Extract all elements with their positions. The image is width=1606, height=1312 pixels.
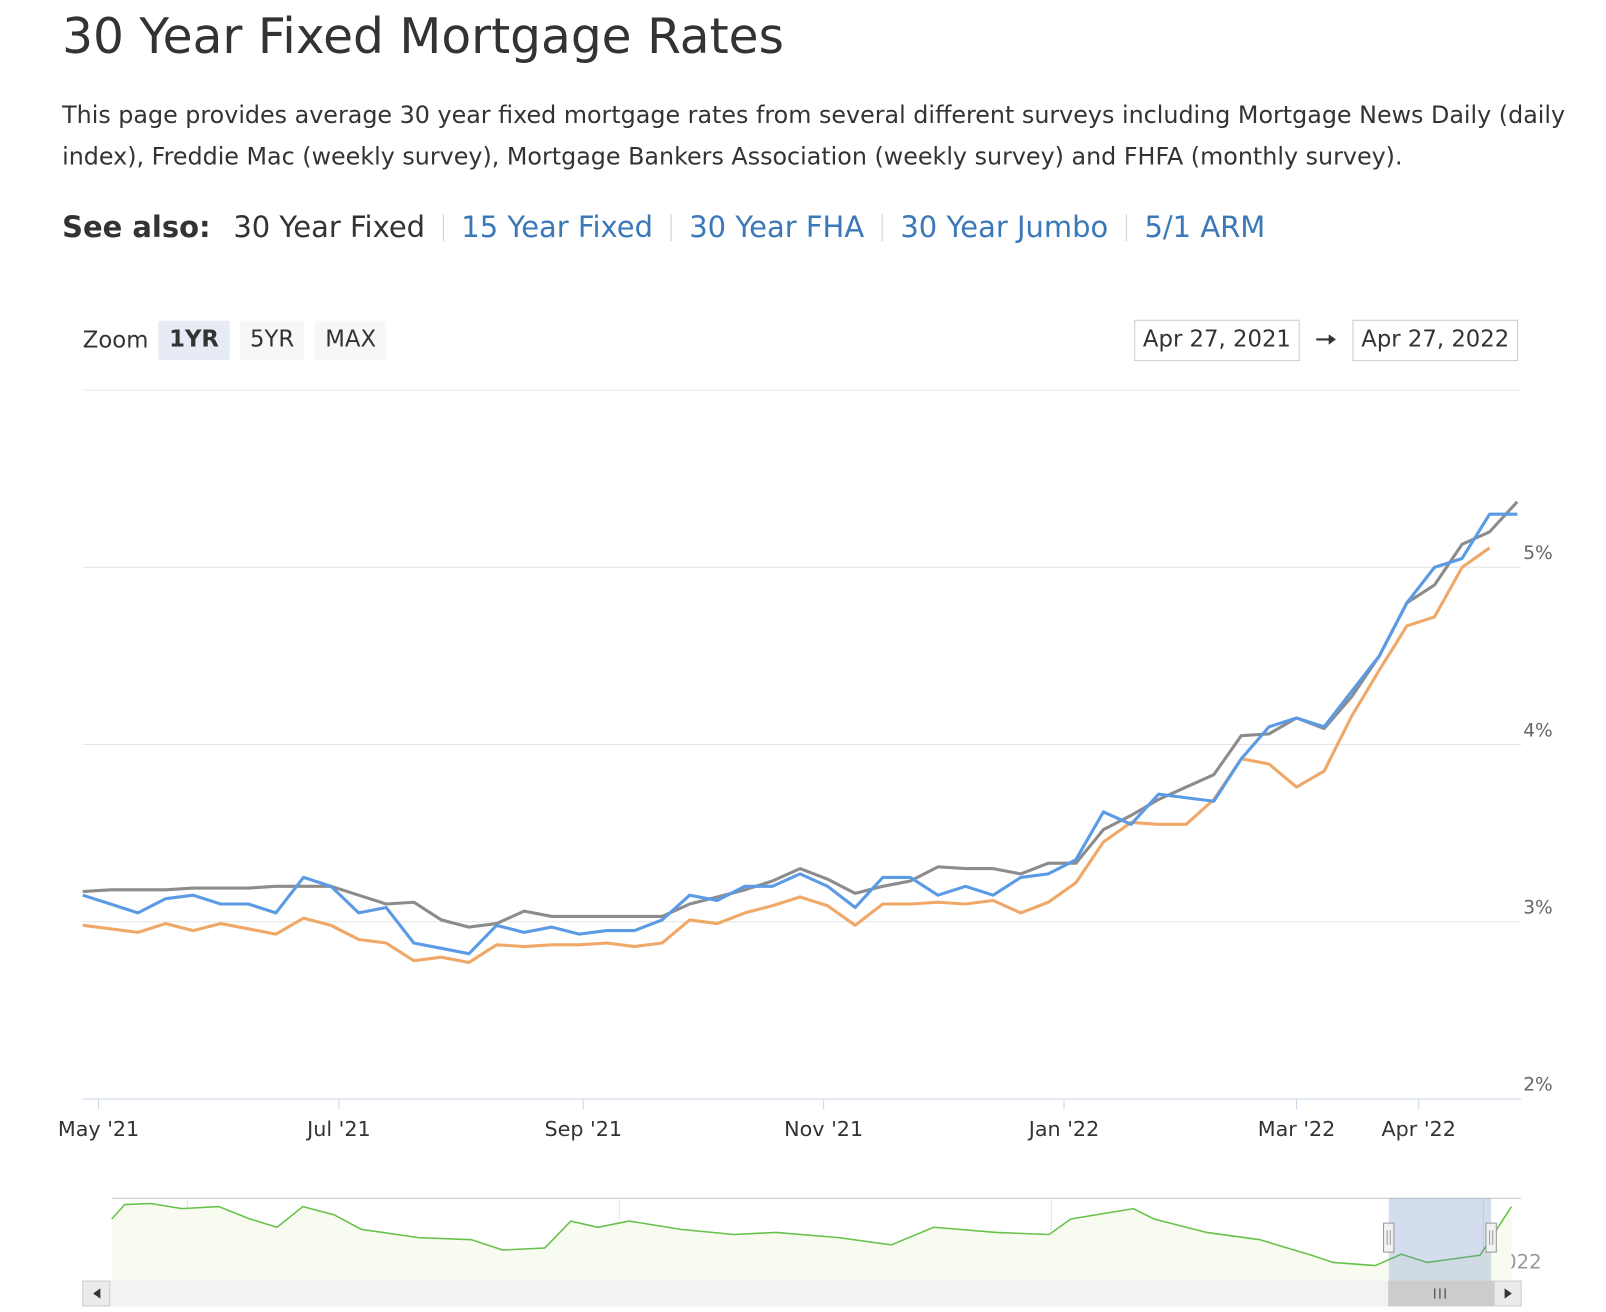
separator (442, 213, 444, 241)
scrollbar-thumb[interactable] (1388, 1280, 1494, 1307)
link[interactable]: 30 Year FHA (689, 210, 865, 245)
date-to[interactable]: Apr 27, 2022 (1352, 319, 1519, 362)
nav-line (111, 1202, 1513, 1267)
x-tick-label: Nov '21 (784, 1117, 863, 1141)
x-tick-label: May '21 (58, 1117, 139, 1141)
range-arrow (1316, 334, 1336, 345)
y-tick-label: 5% (1523, 543, 1553, 564)
zoom-row: Zoom 1YR 5YR MAX (82, 320, 387, 361)
link[interactable]: 30 Year Jumbo (900, 210, 1109, 245)
x-tick-label: Jul '21 (305, 1117, 371, 1141)
series-line (82, 546, 1491, 965)
date-from[interactable]: Apr 27, 2021 (1134, 319, 1300, 362)
x-tick-label: Jan '22 (1027, 1117, 1099, 1141)
series-line (82, 512, 1518, 956)
separator (881, 213, 883, 241)
nav-selection (1388, 1198, 1492, 1282)
x-tick-label: Apr '22 (1382, 1117, 1456, 1141)
x-tick-label: Sep '21 (544, 1117, 622, 1141)
series-line (82, 500, 1519, 929)
y-tick-label: 2% (1523, 1075, 1553, 1096)
handle-body (1383, 1222, 1395, 1253)
nav-handle[interactable] (1485, 1222, 1497, 1253)
page-title: 30 Year Fixed Mortgage Rates (62, 8, 784, 66)
zoom-button[interactable]: 5YR (239, 320, 305, 361)
separator (1125, 213, 1127, 241)
see-also-label: See also: (62, 210, 211, 245)
link[interactable]: 30 Year Fixed (233, 210, 426, 245)
see-also: See also: 30 Year Fixed 15 Year Fixed 30… (62, 210, 1265, 244)
zoom-label: Zoom (82, 327, 149, 354)
y-tick-label: 3% (1523, 897, 1553, 918)
y-tick-label: 4% (1523, 720, 1553, 741)
handle-body (1485, 1222, 1497, 1253)
scroll-arrow (1504, 1288, 1512, 1299)
link[interactable]: 15 Year Fixed (461, 210, 654, 245)
scrollbar-track (82, 1280, 1522, 1307)
scroll-arrow (93, 1288, 101, 1299)
zoom-button[interactable]: MAX (314, 320, 387, 361)
nav-handle[interactable] (1383, 1222, 1395, 1253)
description: This page provides average 30 year fixed… (62, 102, 1566, 171)
zoom-button[interactable]: 1YR (158, 320, 230, 361)
nav-area (111, 1203, 1512, 1282)
separator (670, 213, 672, 241)
link[interactable]: 5/1 ARM (1144, 210, 1266, 245)
x-tick-label: Mar '22 (1258, 1117, 1336, 1141)
